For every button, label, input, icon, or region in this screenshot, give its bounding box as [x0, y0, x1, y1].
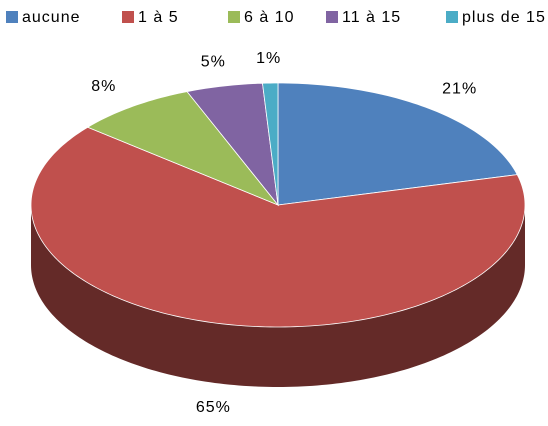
legend-swatch — [326, 11, 338, 23]
legend-label: 6 à 10 — [244, 9, 294, 26]
pie-slice — [262, 82, 279, 206]
legend-label: aucune — [22, 9, 81, 26]
data-label: 21% — [442, 81, 477, 98]
legend-label: 11 à 15 — [342, 9, 401, 26]
legend-swatch — [446, 11, 458, 23]
pie-slice — [30, 126, 526, 328]
legend-swatch — [6, 11, 18, 23]
legend-label: 1 à 5 — [138, 9, 179, 26]
pie-slice — [86, 91, 280, 206]
pie-side — [31, 205, 525, 387]
data-label: 8% — [91, 78, 116, 95]
legend-swatch — [122, 11, 134, 23]
data-label: 65% — [196, 399, 231, 416]
data-label: 1% — [256, 50, 281, 67]
pie-slice — [277, 82, 518, 206]
pie-slice — [186, 82, 279, 207]
legend-label: plus de 15 — [462, 9, 546, 26]
data-label: 5% — [201, 53, 226, 70]
legend-swatch — [228, 11, 240, 23]
